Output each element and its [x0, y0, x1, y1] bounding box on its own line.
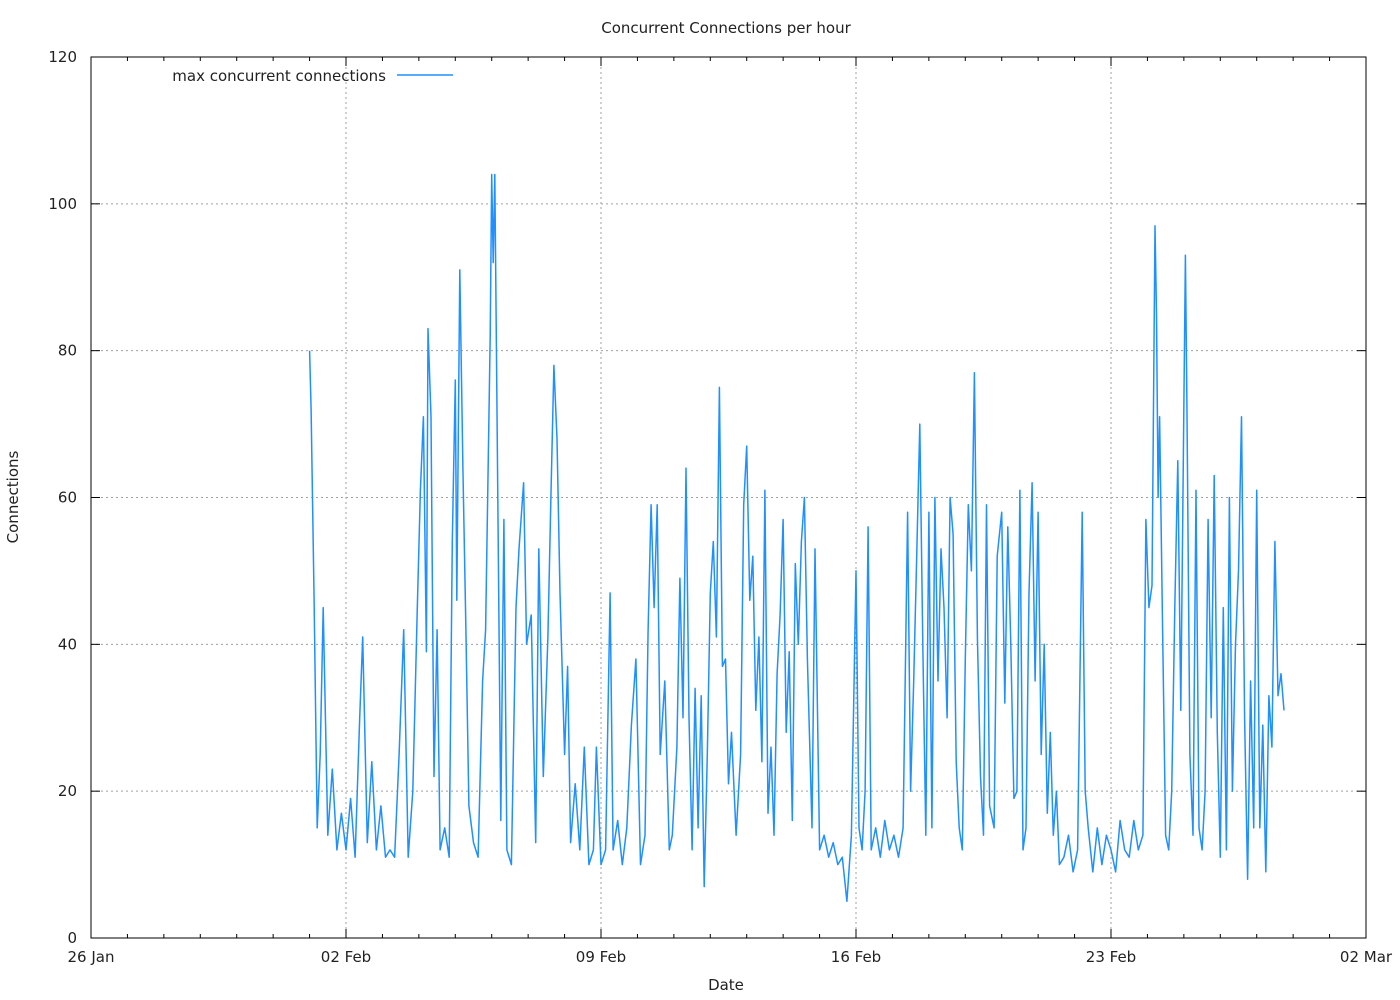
legend-label: max concurrent connections — [172, 67, 386, 85]
y-tick-label: 0 — [67, 929, 77, 947]
chart-title: Concurrent Connections per hour — [601, 19, 851, 37]
grid-lines — [91, 57, 1366, 938]
y-tick-label: 60 — [58, 489, 77, 507]
x-tick-label: 26 Jan — [68, 948, 115, 966]
axis-ticks: 0 20 40 60 80 100 120 26 Jan 02 Feb 09 Feb 16 Feb 2… — [48, 48, 1393, 966]
plot-frame — [90, 56, 1367, 939]
series-layer — [308, 173, 1285, 903]
legend: max concurrent connections — [172, 67, 453, 85]
series-line-0 — [308, 173, 1285, 903]
x-tick-label: 02 Feb — [321, 948, 371, 966]
x-tick-label: 09 Feb — [576, 948, 626, 966]
y-tick-label: 40 — [58, 635, 77, 653]
y-tick-label: 120 — [48, 48, 77, 66]
y-tick-label: 80 — [58, 342, 77, 360]
x-tick-label: 02 Mar — [1340, 948, 1393, 966]
x-tick-label: 23 Feb — [1086, 948, 1136, 966]
y-tick-label: 20 — [58, 782, 77, 800]
x-tick-label: 16 Feb — [831, 948, 881, 966]
y-axis-label: Connections — [4, 450, 22, 543]
x-axis-label: Date — [708, 976, 744, 994]
y-tick-label: 100 — [48, 195, 77, 213]
